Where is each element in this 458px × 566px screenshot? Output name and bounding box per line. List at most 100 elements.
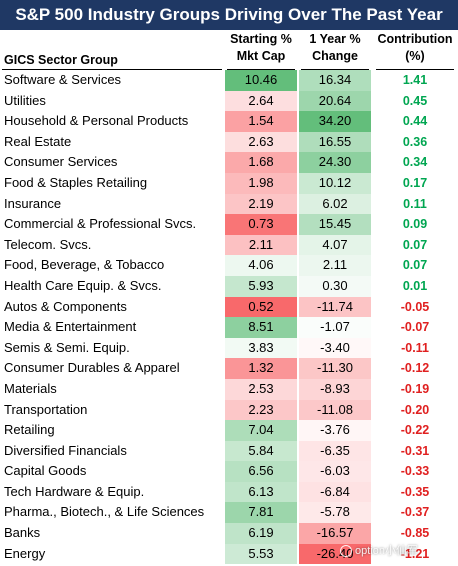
mkt-cap-cell: 3.83 — [225, 337, 297, 359]
sector-name: Telecom. Svcs. — [4, 236, 92, 252]
contribution-cell: -0.07 — [400, 320, 430, 335]
change-cell: 4.07 — [299, 234, 371, 256]
table-row: Materials 2.53 -8.93 -0.19 — [0, 378, 458, 400]
mkt-cap-cell: 1.68 — [225, 152, 297, 173]
mkt-cap-cell: 4.06 — [225, 255, 297, 276]
sector-name: Materials — [4, 380, 57, 396]
sector-name: Media & Entertainment — [4, 319, 137, 335]
sector-name: Utilities — [4, 92, 46, 108]
sector-name: Autos & Components — [4, 298, 127, 314]
table-row: Media & Entertainment 8.51 -1.07 -0.07 — [0, 317, 458, 338]
watermark: option小仙军 — [340, 541, 455, 561]
contribution-cell: 0.01 — [402, 278, 428, 293]
table-row: Pharma., Biotech., & Life Sciences 7.81 -5… — [0, 502, 458, 524]
contribution-cell: -1.21 — [400, 546, 430, 561]
change-cell: -16.57 — [299, 523, 371, 544]
table-row: Retailing 7.04 -3.76 -0.22 — [0, 420, 458, 441]
sector-name: Health Care Equip. & Svcs. — [4, 277, 162, 293]
change-cell: 16.55 — [299, 131, 371, 153]
watermark-text: option小仙军 — [355, 545, 418, 557]
sector-name: Household & Personal Products — [4, 113, 189, 129]
contribution-cell: 0.44 — [402, 114, 428, 129]
change-cell: -11.30 — [299, 358, 371, 379]
sector-name: Banks — [4, 525, 41, 541]
sector-name: Food, Beverage, & Tobacco — [4, 257, 165, 273]
contribution-cell: -0.37 — [400, 505, 430, 520]
table-row: Utilities 2.64 20.64 0.45 — [0, 90, 458, 112]
mkt-cap-cell: 6.13 — [225, 481, 297, 503]
mkt-cap-cell: 5.84 — [225, 440, 297, 462]
sector-name: Pharma., Biotech., & Life Sciences — [4, 504, 205, 520]
table-row: Diversified Financials 5.84 -6.35 -0.31 — [0, 440, 458, 462]
table-row: Telecom. Svcs. 2.11 4.07 0.07 — [0, 234, 458, 256]
table-body: Software & Services 10.46 16.34 1.41 Utiliti… — [0, 70, 458, 565]
contribution-cell: 0.17 — [402, 175, 428, 190]
header-contribution-line2: (%) — [405, 49, 425, 63]
sector-name: Consumer Durables & Apparel — [4, 360, 180, 376]
mkt-cap-cell: 2.64 — [225, 90, 297, 112]
contribution-cell: 0.07 — [402, 258, 428, 273]
mkt-cap-cell: 2.11 — [225, 234, 297, 256]
sector-name: Consumer Services — [4, 154, 118, 170]
header-mkt-cap: Starting % Mkt Cap — [225, 31, 297, 69]
mkt-cap-cell: 1.54 — [225, 111, 297, 132]
contribution-cell: 0.07 — [402, 237, 428, 252]
mkt-cap-cell: 1.32 — [225, 358, 297, 379]
header-contribution: Contribution (%) — [372, 31, 458, 69]
table-row: Software & Services 10.46 16.34 1.41 — [0, 70, 458, 91]
change-cell: -6.03 — [299, 461, 371, 482]
table-row: Real Estate 2.63 16.55 0.36 — [0, 131, 458, 153]
sector-name: Capital Goods — [4, 463, 87, 479]
table-row: Energy 5.53 -26.40 -1.21 — [0, 543, 458, 565]
change-cell: -3.40 — [299, 337, 371, 359]
contribution-cell: -0.31 — [400, 443, 430, 458]
contribution-cell: -0.12 — [400, 361, 430, 376]
change-cell: -1.07 — [299, 317, 371, 338]
mkt-cap-cell: 6.19 — [225, 523, 297, 544]
header-mkt-cap-line1: Starting % — [230, 32, 292, 46]
contribution-cell: 0.11 — [403, 196, 427, 211]
mkt-cap-cell: 10.46 — [225, 70, 297, 91]
change-cell: 0.30 — [299, 275, 371, 297]
sector-name: Insurance — [4, 195, 62, 211]
contribution-cell: 1.41 — [402, 73, 428, 87]
change-cell: -6.84 — [299, 481, 371, 503]
camera-icon — [340, 545, 352, 558]
change-cell: -3.76 — [299, 420, 371, 441]
sector-name: Commercial & Professional Svcs. — [4, 216, 197, 232]
table-row: Food & Staples Retailing 1.98 10.12 0.17 — [0, 172, 458, 194]
sector-name: Transportation — [4, 401, 88, 417]
table-row: Insurance 2.19 6.02 0.11 — [0, 193, 458, 215]
table-row: Tech Hardware & Equip. 6.13 -6.84 -0.35 — [0, 481, 458, 503]
change-cell: 2.11 — [299, 255, 371, 276]
mkt-cap-cell: 1.98 — [225, 172, 297, 194]
table-row: Capital Goods 6.56 -6.03 -0.33 — [0, 461, 458, 482]
sector-name: Diversified Financials — [4, 442, 127, 458]
header-change: 1 Year % Change — [299, 31, 371, 69]
contribution-cell: 0.36 — [402, 134, 428, 149]
header-change-line2: Change — [312, 49, 358, 63]
mkt-cap-cell: 7.04 — [225, 420, 297, 441]
header-divider — [301, 69, 369, 70]
mkt-cap-cell: 0.73 — [225, 214, 297, 235]
mkt-cap-cell: 7.81 — [225, 502, 297, 524]
mkt-cap-cell: 2.63 — [225, 131, 297, 153]
table-row: Consumer Durables & Apparel 1.32 -11.30 -0.… — [0, 358, 458, 379]
contribution-cell: 0.34 — [402, 155, 428, 170]
contribution-cell: -0.11 — [401, 340, 429, 355]
change-cell: 10.12 — [299, 172, 371, 194]
change-cell: 24.30 — [299, 152, 371, 173]
contribution-cell: -0.85 — [400, 526, 430, 541]
change-cell: -5.78 — [299, 502, 371, 524]
mkt-cap-cell: 5.53 — [225, 543, 297, 565]
change-cell: -8.93 — [299, 378, 371, 400]
table-row: Household & Personal Products 1.54 34.20 0.… — [0, 111, 458, 132]
table-row: Consumer Services 1.68 24.30 0.34 — [0, 152, 458, 173]
table-row: Transportation 2.23 -11.08 -0.20 — [0, 399, 458, 421]
header-change-line1: 1 Year % — [309, 32, 361, 46]
header-sector: GICS Sector Group — [4, 31, 224, 69]
contribution-cell: -0.33 — [400, 464, 430, 479]
change-cell: 6.02 — [299, 193, 371, 215]
mkt-cap-cell: 2.23 — [225, 399, 297, 421]
change-cell: 15.45 — [299, 214, 371, 235]
